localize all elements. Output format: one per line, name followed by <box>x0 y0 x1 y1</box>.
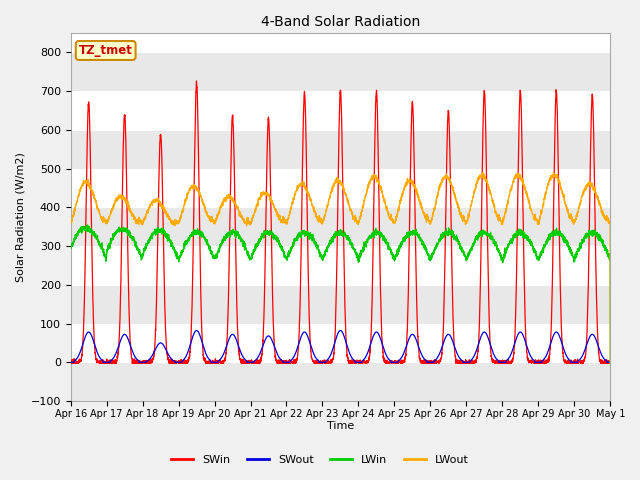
Bar <box>70 207 611 246</box>
Y-axis label: Solar Radiation (W/m2): Solar Radiation (W/m2) <box>15 152 25 282</box>
X-axis label: Time: Time <box>327 421 354 432</box>
Bar <box>70 52 611 91</box>
Bar <box>70 285 611 324</box>
Text: TZ_tmet: TZ_tmet <box>79 44 132 57</box>
Legend: SWin, SWout, LWin, LWout: SWin, SWout, LWin, LWout <box>166 451 474 469</box>
Bar <box>70 130 611 168</box>
Bar <box>70 362 611 401</box>
Title: 4-Band Solar Radiation: 4-Band Solar Radiation <box>261 15 420 29</box>
